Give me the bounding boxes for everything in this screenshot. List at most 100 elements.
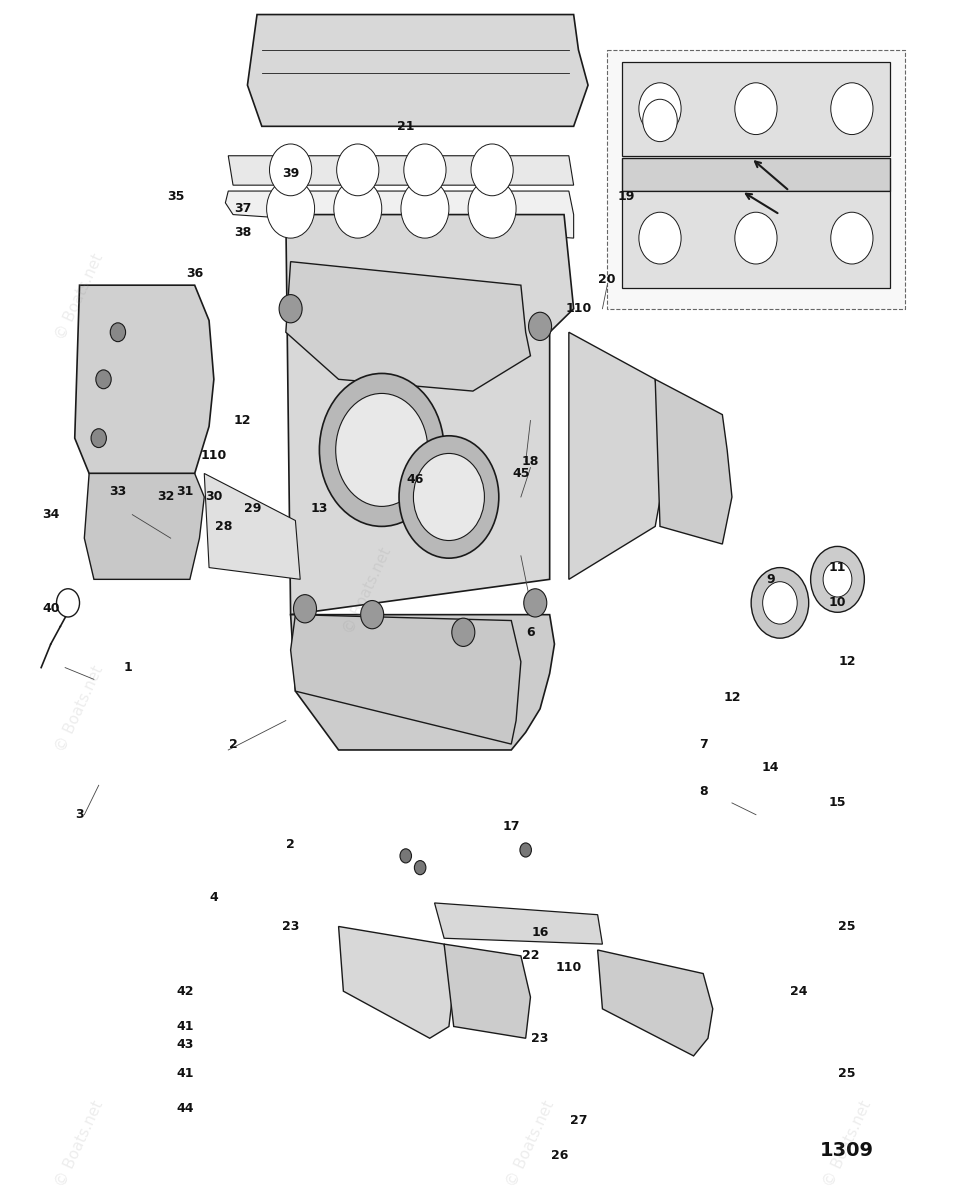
Text: 30: 30 (206, 491, 223, 504)
Text: 1309: 1309 (820, 1140, 874, 1159)
Text: 31: 31 (177, 485, 194, 498)
Text: © Boats.net: © Boats.net (53, 1099, 106, 1189)
Text: 27: 27 (569, 1114, 587, 1127)
Text: 21: 21 (397, 120, 415, 133)
Text: 2: 2 (287, 838, 295, 851)
Polygon shape (597, 950, 713, 1056)
Text: 9: 9 (766, 572, 775, 586)
Circle shape (831, 83, 873, 134)
Text: 20: 20 (598, 272, 616, 286)
Text: 44: 44 (177, 1103, 194, 1115)
Circle shape (110, 323, 125, 342)
Circle shape (400, 848, 411, 863)
Text: 23: 23 (282, 920, 299, 932)
Circle shape (643, 100, 677, 142)
Text: © Boats.net: © Boats.net (53, 252, 106, 342)
Polygon shape (655, 379, 732, 544)
Polygon shape (621, 191, 891, 288)
Polygon shape (205, 474, 300, 580)
Text: 1: 1 (124, 661, 132, 674)
Text: © Boats.net: © Boats.net (341, 546, 394, 637)
Circle shape (468, 179, 516, 238)
Circle shape (520, 842, 532, 857)
Circle shape (319, 373, 444, 527)
Circle shape (811, 546, 865, 612)
Text: 38: 38 (234, 226, 251, 239)
Polygon shape (434, 902, 602, 944)
Text: 26: 26 (551, 1150, 568, 1163)
Circle shape (96, 370, 111, 389)
Circle shape (91, 428, 106, 448)
Polygon shape (621, 158, 891, 191)
Text: 25: 25 (839, 1067, 856, 1080)
Circle shape (639, 212, 681, 264)
Text: 22: 22 (522, 949, 539, 962)
Polygon shape (84, 474, 205, 580)
Text: 33: 33 (109, 485, 126, 498)
Text: © Boats.net: © Boats.net (504, 1099, 557, 1189)
Text: 43: 43 (177, 1038, 194, 1051)
Circle shape (337, 144, 379, 196)
Text: 18: 18 (522, 455, 539, 468)
Polygon shape (621, 61, 891, 156)
Text: © Boats.net: © Boats.net (53, 664, 106, 755)
Text: 45: 45 (512, 467, 530, 480)
Text: 36: 36 (186, 266, 204, 280)
Text: 12: 12 (839, 655, 856, 668)
Text: 14: 14 (761, 761, 779, 774)
Polygon shape (229, 156, 573, 185)
Text: 41: 41 (177, 1020, 194, 1033)
Text: 46: 46 (406, 473, 424, 486)
Circle shape (762, 582, 797, 624)
Text: 39: 39 (282, 167, 299, 180)
Text: 17: 17 (503, 820, 520, 833)
Circle shape (414, 860, 426, 875)
Text: 23: 23 (532, 1032, 549, 1045)
Text: 110: 110 (201, 449, 227, 462)
Text: 24: 24 (790, 985, 808, 997)
Circle shape (734, 83, 777, 134)
Text: 110: 110 (565, 302, 592, 316)
Circle shape (831, 212, 873, 264)
Text: 8: 8 (699, 785, 707, 798)
Circle shape (293, 595, 317, 623)
Text: 15: 15 (829, 797, 846, 810)
Polygon shape (247, 14, 588, 126)
Polygon shape (339, 926, 454, 1038)
Text: 6: 6 (526, 626, 535, 638)
Circle shape (452, 618, 475, 647)
Text: 37: 37 (234, 202, 251, 215)
Text: 13: 13 (311, 503, 328, 515)
Text: 12: 12 (234, 414, 252, 427)
Text: 25: 25 (839, 920, 856, 932)
Circle shape (823, 562, 852, 598)
Polygon shape (286, 215, 573, 614)
Circle shape (400, 436, 499, 558)
Text: 16: 16 (532, 926, 549, 938)
Text: 2: 2 (229, 738, 237, 750)
Circle shape (57, 589, 79, 617)
Polygon shape (286, 262, 531, 391)
Polygon shape (74, 286, 214, 474)
Polygon shape (290, 614, 521, 744)
Circle shape (734, 212, 777, 264)
Circle shape (336, 394, 427, 506)
Polygon shape (568, 332, 665, 580)
Text: 19: 19 (618, 191, 635, 204)
Circle shape (400, 179, 449, 238)
Text: 35: 35 (167, 191, 184, 204)
Text: 32: 32 (157, 491, 175, 504)
Text: 28: 28 (215, 520, 233, 533)
Circle shape (279, 294, 302, 323)
Circle shape (529, 312, 552, 341)
Text: 41: 41 (177, 1067, 194, 1080)
Text: 11: 11 (829, 562, 846, 574)
Circle shape (471, 144, 513, 196)
Text: 3: 3 (75, 808, 84, 821)
Text: 12: 12 (723, 690, 741, 703)
Circle shape (334, 179, 382, 238)
Text: 10: 10 (829, 596, 846, 610)
Text: 29: 29 (243, 503, 261, 515)
Text: 42: 42 (177, 985, 194, 997)
Text: 34: 34 (42, 508, 60, 521)
